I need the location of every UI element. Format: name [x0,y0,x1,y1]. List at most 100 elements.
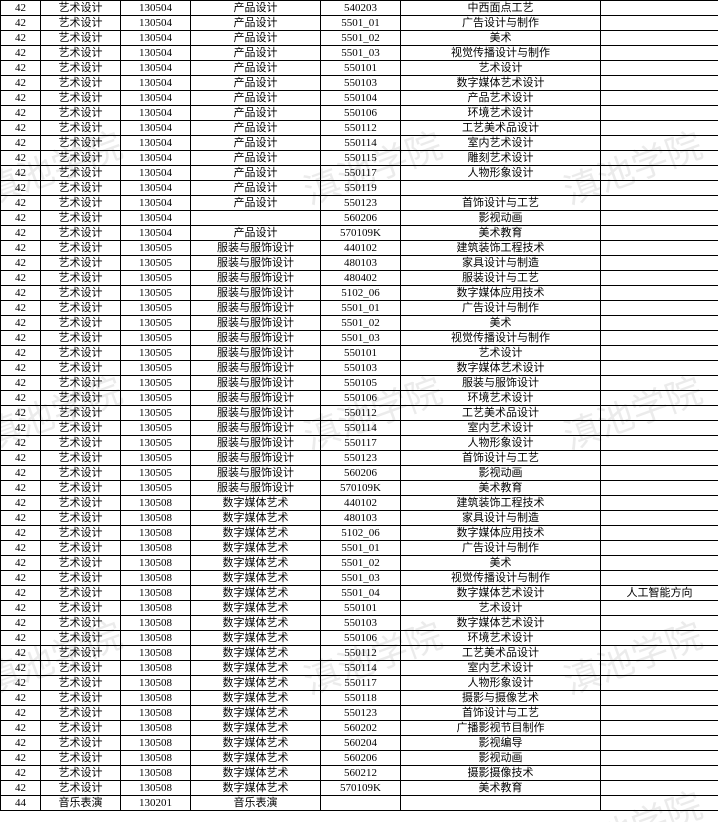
table-cell: 产品设计 [191,106,321,121]
table-cell: 摄影与摄像艺术 [401,691,601,706]
table-cell: 首饰设计与工艺 [401,706,601,721]
table-cell: 建筑装饰工程技术 [401,496,601,511]
table-cell: 数字媒体艺术 [191,706,321,721]
table-cell: 560206 [321,211,401,226]
table-cell [601,286,718,301]
table-cell: 130504 [121,181,191,196]
table-cell: 室内艺术设计 [401,421,601,436]
table-row: 42艺术设计130505服装与服饰设计550101艺术设计 [1,346,718,361]
table-cell: 550103 [321,361,401,376]
table-cell: 人工智能方向 [601,586,718,601]
table-cell: 42 [1,46,41,61]
table-cell: 130505 [121,391,191,406]
table-cell: 42 [1,301,41,316]
table-cell: 130508 [121,541,191,556]
table-cell [601,46,718,61]
table-cell: 550123 [321,451,401,466]
table-row: 42艺术设计130508数字媒体艺术550106环境艺术设计 [1,631,718,646]
table-cell [601,211,718,226]
table-cell: 42 [1,451,41,466]
table-cell [601,1,718,16]
table-cell: 摄影摄像技术 [401,766,601,781]
table-cell: 产品设计 [191,226,321,241]
table-cell: 5501_03 [321,46,401,61]
table-cell: 家具设计与制造 [401,511,601,526]
table-cell: 服装与服饰设计 [191,256,321,271]
table-cell: 艺术设计 [41,556,121,571]
table-cell: 42 [1,436,41,451]
table-cell: 130508 [121,691,191,706]
table-cell: 130505 [121,436,191,451]
table-cell: 艺术设计 [41,601,121,616]
table-row: 42艺术设计130508数字媒体艺术5501_02美术 [1,556,718,571]
table-cell: 艺术设计 [41,406,121,421]
table-cell [601,316,718,331]
table-cell: 130505 [121,256,191,271]
table-cell: 42 [1,466,41,481]
table-cell: 艺术设计 [41,241,121,256]
table-cell: 艺术设计 [41,151,121,166]
table-cell: 42 [1,121,41,136]
table-row: 42艺术设计130508数字媒体艺术570109K美术教育 [1,781,718,796]
table-cell: 雕刻艺术设计 [401,151,601,166]
table-cell: 艺术设计 [41,16,121,31]
table-cell: 数字媒体艺术 [191,586,321,601]
table-cell: 130505 [121,481,191,496]
table-cell: 130504 [121,106,191,121]
table-cell: 42 [1,496,41,511]
table-row: 42艺术设计130504产品设计550106环境艺术设计 [1,106,718,121]
table-cell: 美术教育 [401,781,601,796]
table-cell: 艺术设计 [41,106,121,121]
table-cell: 42 [1,106,41,121]
table-cell: 视觉传播设计与制作 [401,331,601,346]
table-cell: 数字媒体艺术 [191,541,321,556]
table-cell: 560206 [321,751,401,766]
table-row: 42艺术设计130504产品设计5501_01广告设计与制作 [1,16,718,31]
table-cell: 130508 [121,496,191,511]
table-cell: 艺术设计 [401,601,601,616]
table-cell: 42 [1,676,41,691]
table-cell: 服装与服饰设计 [191,286,321,301]
table-cell: 影视动画 [401,211,601,226]
table-cell: 艺术设计 [41,331,121,346]
table-cell: 影视动画 [401,751,601,766]
table-cell: 42 [1,631,41,646]
table-row: 42艺术设计130505服装与服饰设计5501_02美术 [1,316,718,331]
table-cell: 42 [1,226,41,241]
table-cell [601,301,718,316]
table-cell: 550106 [321,106,401,121]
table-cell: 艺术设计 [41,361,121,376]
table-row: 42艺术设计130508数字媒体艺术560212摄影摄像技术 [1,766,718,781]
table-cell: 环境艺术设计 [401,391,601,406]
table-cell [601,361,718,376]
table-cell: 数字媒体艺术 [191,601,321,616]
table-cell: 130508 [121,766,191,781]
table-cell: 服装与服饰设计 [191,391,321,406]
table-cell: 艺术设计 [41,541,121,556]
table-cell: 550114 [321,661,401,676]
table-cell: 产品设计 [191,166,321,181]
table-cell [601,466,718,481]
table-cell: 5501_04 [321,586,401,601]
table-cell: 130504 [121,16,191,31]
table-cell: 42 [1,211,41,226]
table-cell [601,706,718,721]
table-cell: 570109K [321,226,401,241]
table-cell: 560204 [321,736,401,751]
table-cell: 130505 [121,451,191,466]
table-cell: 艺术设计 [41,481,121,496]
table-cell: 艺术设计 [41,256,121,271]
table-cell: 550101 [321,601,401,616]
table-cell: 42 [1,166,41,181]
table-cell: 130504 [121,61,191,76]
table-cell [601,766,718,781]
table-cell: 42 [1,556,41,571]
table-cell: 130508 [121,586,191,601]
table-row: 42艺术设计130504产品设计5501_02美术 [1,31,718,46]
table-cell: 550101 [321,61,401,76]
table-cell: 数字媒体艺术 [191,676,321,691]
table-cell: 42 [1,181,41,196]
table-cell: 130504 [121,1,191,16]
table-cell: 美术 [401,316,601,331]
table-cell: 42 [1,511,41,526]
